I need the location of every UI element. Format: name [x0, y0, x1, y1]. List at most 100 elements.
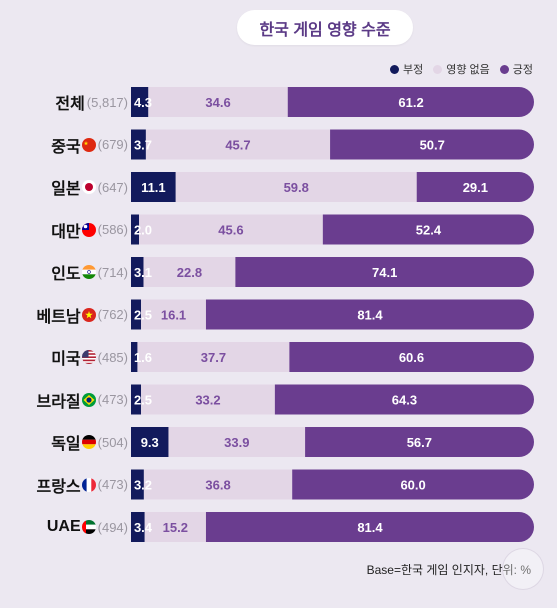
bar-segment-0-5 [131, 299, 142, 330]
brazil-flag-icon [81, 392, 96, 407]
bar-segment-0-10 [131, 512, 145, 542]
bar-segment-0-7 [131, 384, 142, 415]
row-label-4: 인도 (714) [0, 257, 128, 287]
country-name: 대만 [51, 223, 81, 241]
bar-value-label-2-0: 61.2 [398, 95, 423, 110]
bar-segment-2-8 [305, 427, 534, 457]
footer-note: Base=한국 게임 인지자, 단위: % [366, 563, 531, 577]
bar-value-label-2-9: 60.0 [400, 478, 425, 493]
bar-segment-2-5 [205, 299, 534, 330]
bar-segment-1-3 [139, 214, 323, 245]
bar-value-label-2-4: 74.1 [372, 265, 397, 280]
row-label-2: 일본 (647) [0, 172, 128, 202]
bar-value-label-0-6: 1.6 [134, 350, 152, 365]
bar-value-label-0-5: 2.5 [134, 308, 152, 323]
legend-item-positive: 긍정 [499, 61, 533, 77]
bar-row-7 [131, 384, 534, 415]
bar-segment-2-9 [292, 469, 534, 500]
bar-value-label-0-2: 11.1 [141, 180, 166, 195]
sample-count: (494) [97, 519, 128, 535]
bar-row-2 [131, 172, 534, 202]
legend-item-none: 영향 없음 [433, 61, 490, 77]
germany-flag-icon [81, 435, 96, 449]
bar-segment-1-6 [137, 342, 290, 372]
bar-segment-1-1 [145, 129, 331, 160]
row-label-1: 중국 (679) [0, 130, 128, 160]
bar-value-label-1-4: 22.8 [177, 265, 202, 280]
watermark-icon [502, 548, 544, 590]
taiwan-flag-icon [81, 222, 96, 237]
bar-value-label-0-1: 3.7 [134, 138, 152, 153]
bar-segment-1-10 [144, 512, 206, 542]
bar-value-label-1-7: 33.2 [195, 393, 220, 408]
country-name: 전체 [55, 96, 85, 113]
bar-value-label-1-0: 34.6 [205, 95, 230, 110]
sample-count: (586) [97, 222, 128, 237]
legend-dot-negative-icon [389, 64, 399, 74]
bar-segment-0-0 [131, 87, 149, 117]
country-name: 일본 [51, 181, 81, 198]
bar-segment-1-2 [175, 172, 417, 202]
vietnam-flag-icon [81, 307, 96, 322]
bar-segment-2-2 [416, 172, 534, 202]
bar-value-label-2-3: 52.4 [416, 223, 442, 238]
legend-label-none: 영향 없음 [446, 64, 490, 76]
bar-value-label-0-0: 4.3 [134, 95, 152, 110]
row-label-5: 베트남 (762) [0, 300, 128, 330]
bar-segment-2-6 [289, 342, 534, 372]
bar-value-label-1-6: 37.7 [201, 350, 226, 365]
bar-segment-2-7 [274, 384, 534, 415]
sample-count: (485) [97, 349, 128, 365]
legend-dot-none-icon [433, 64, 443, 74]
france-flag-icon [81, 477, 96, 492]
bar-value-label-0-7: 2.5 [134, 393, 152, 408]
bar-segment-2-0 [287, 87, 534, 117]
uae-flag-icon [81, 520, 96, 534]
bar-value-label-2-6: 60.6 [399, 350, 424, 365]
bar-segment-2-1 [330, 129, 534, 160]
row-label-6: 미국 (485) [0, 342, 128, 372]
chart-title: 한국 게임 영향 수준 [259, 21, 391, 39]
bar-segment-2-3 [322, 214, 534, 245]
bar-row-3 [131, 214, 534, 245]
bar-segment-0-4 [131, 257, 144, 287]
bar-segment-1-8 [168, 427, 306, 457]
bar-value-label-0-10: 3.4 [134, 520, 153, 535]
bar-segment-1-9 [143, 469, 293, 500]
row-label-10: UAE (494) [0, 512, 128, 542]
country-name: 인도 [51, 266, 81, 283]
bar-value-label-0-8: 9.3 [141, 435, 159, 450]
bar-segment-1-5 [141, 299, 206, 330]
bar-row-4 [131, 257, 534, 287]
legend-item-negative: 부정 [389, 61, 423, 77]
chart-legend: 부정 영향 없음 긍정 [389, 61, 533, 77]
sample-count: (504) [97, 434, 128, 450]
bar-segment-1-0 [148, 87, 288, 117]
legend-dot-positive-icon [499, 64, 509, 74]
bar-row-6 [131, 342, 534, 372]
sample-count: (647) [97, 179, 128, 195]
bar-row-10 [131, 512, 534, 542]
bar-value-label-0-3: 2.0 [134, 223, 152, 238]
bar-value-label-1-5: 16.1 [161, 308, 186, 323]
bar-segment-0-8 [131, 427, 169, 457]
bar-segment-2-10 [205, 512, 534, 542]
row-label-9: 프랑스 (473) [0, 470, 128, 500]
legend-label-positive: 긍정 [512, 64, 533, 76]
row-label-3: 대만 (586) [0, 215, 128, 245]
japan-flag-icon [81, 180, 96, 194]
country-name: 독일 [51, 436, 81, 453]
bar-segment-0-3 [131, 214, 140, 245]
country-name: 중국 [51, 138, 81, 156]
bar-value-label-2-8: 56.7 [407, 435, 432, 450]
bar-value-label-1-9: 36.8 [205, 478, 230, 493]
usa-flag-icon [81, 350, 96, 364]
bar-value-label-2-2: 29.1 [463, 180, 488, 195]
bar-row-8 [131, 427, 534, 457]
chart-title-pill: 한국 게임 영향 수준 [237, 10, 413, 45]
bar-segment-1-4 [143, 257, 236, 287]
bar-value-label-1-3: 45.6 [218, 223, 243, 238]
bar-segment-0-2 [131, 172, 176, 202]
bar-value-label-2-7: 64.3 [392, 393, 417, 408]
